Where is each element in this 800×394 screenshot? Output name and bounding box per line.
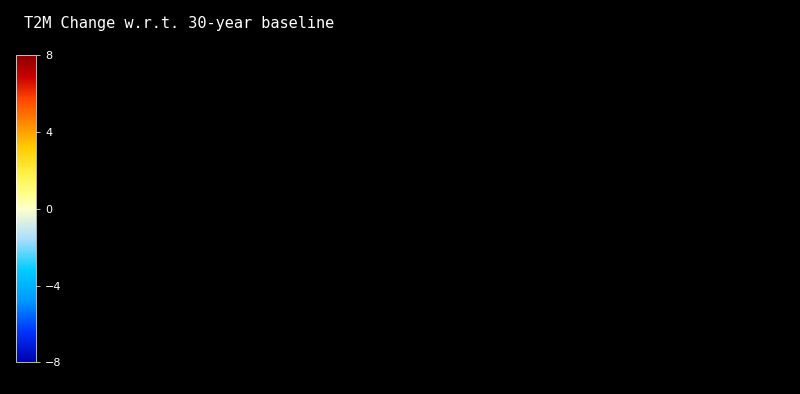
PathPatch shape — [266, 0, 800, 394]
Text: 2100  RCP4.5: 2100 RCP4.5 — [82, 347, 243, 366]
Text: 2100  RCP8.5: 2100 RCP8.5 — [450, 347, 611, 366]
Text: T2M Change w.r.t. 30-year baseline: T2M Change w.r.t. 30-year baseline — [24, 16, 334, 31]
PathPatch shape — [0, 0, 598, 394]
